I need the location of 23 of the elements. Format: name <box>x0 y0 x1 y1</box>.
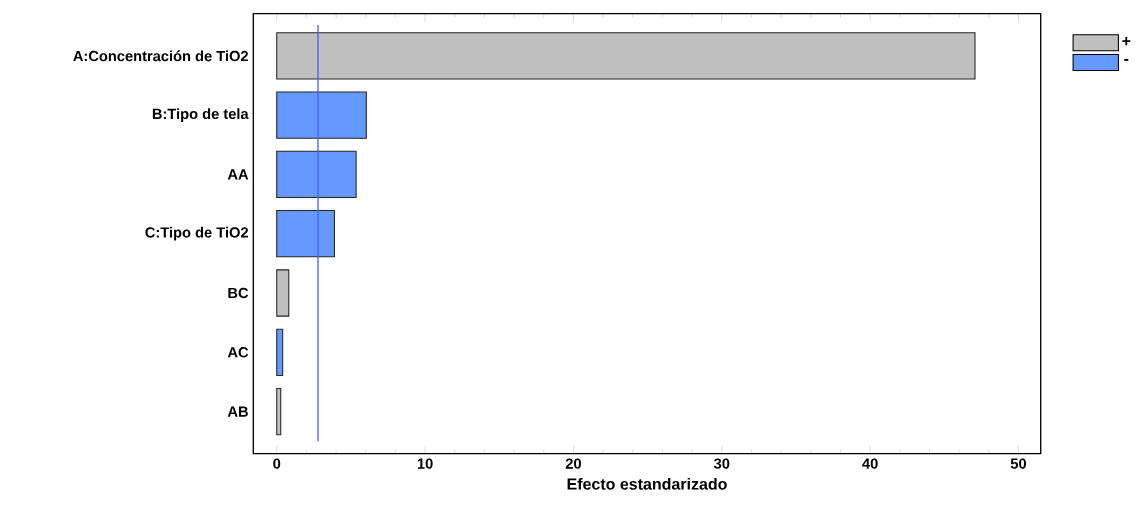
bar <box>276 328 284 376</box>
x-tick-label: 10 <box>417 458 433 469</box>
x-tick-label: 20 <box>565 458 581 469</box>
y-tick-label: BC <box>228 287 249 299</box>
bar <box>276 150 357 199</box>
y-tick-label: AA <box>227 169 249 180</box>
bar <box>276 387 282 436</box>
legend-label: - <box>1124 58 1129 61</box>
y-tick-label: C:Tipo de TiO2 <box>145 226 249 241</box>
y-tick-label: A:Concentración de TiO2 <box>73 50 249 62</box>
legend-label: + <box>1122 37 1131 46</box>
bar <box>276 210 335 258</box>
y-tick-label: AB <box>227 406 248 417</box>
bar <box>276 32 976 80</box>
x-tick-label: 0 <box>273 458 281 469</box>
y-tick-label: AC <box>227 347 249 358</box>
x-tick-label: 40 <box>862 458 878 469</box>
x-axis-title: Efecto estandarizado <box>567 477 727 490</box>
x-tick-label: 30 <box>713 458 730 469</box>
y-tick-label: B:Tipo de tela <box>152 108 249 122</box>
bar <box>276 269 290 317</box>
x-tick-label: 50 <box>1010 458 1027 469</box>
bar <box>276 91 367 139</box>
